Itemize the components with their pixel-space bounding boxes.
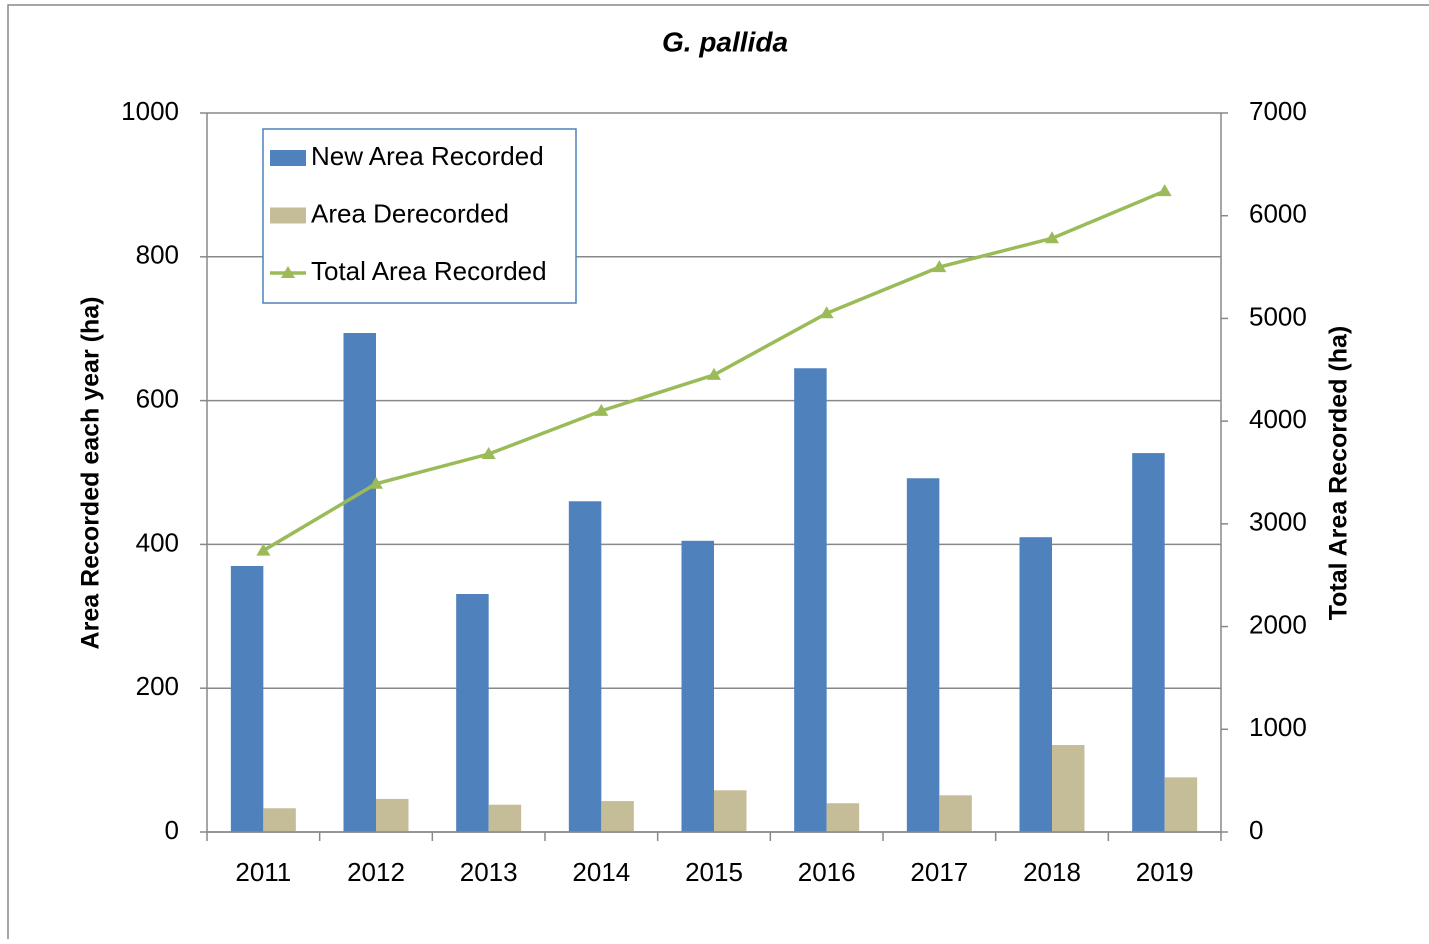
- legend-label: Total Area Recorded: [311, 256, 547, 286]
- marker: [369, 476, 383, 489]
- y2-tick-label: 5000: [1249, 301, 1307, 331]
- y-tick-label: 0: [165, 815, 179, 845]
- x-tick-label: 2019: [1136, 857, 1194, 887]
- y2-tick-label: 3000: [1249, 507, 1307, 537]
- chart-title: G. pallida: [662, 26, 788, 57]
- y-axis-title: Area Recorded each year (ha): [77, 297, 105, 650]
- bar: [376, 798, 409, 832]
- marker: [932, 260, 947, 273]
- x-tick-label: 2012: [347, 857, 405, 887]
- bar: [681, 540, 714, 832]
- frame: [7, 4, 1429, 944]
- bar: [230, 565, 264, 832]
- y-tick-label: 200: [136, 671, 179, 701]
- x-tick-label: 2017: [910, 857, 968, 887]
- y2-tick-label: 6000: [1249, 199, 1307, 229]
- y2-tick-label: 7000: [1249, 96, 1307, 126]
- bar: [939, 795, 972, 832]
- marker: [594, 403, 609, 416]
- bar: [1019, 537, 1052, 832]
- bar: [826, 803, 860, 832]
- legend-swatch: [281, 266, 295, 278]
- y-tick-label: 600: [136, 383, 179, 413]
- marker: [1045, 231, 1059, 244]
- bar: [714, 790, 747, 832]
- x-tick-label: 2014: [572, 857, 630, 887]
- x-tick-label: 2016: [798, 857, 856, 887]
- bar: [343, 333, 376, 832]
- legend-label: New Area Recorded: [311, 141, 544, 171]
- bar: [263, 808, 296, 832]
- bar: [601, 801, 634, 832]
- marker: [481, 447, 496, 460]
- legend-swatch: [270, 207, 306, 224]
- legend-swatch: [270, 150, 306, 166]
- bar: [906, 478, 940, 832]
- bar: [1132, 453, 1165, 832]
- y2-tick-label: 2000: [1249, 609, 1307, 639]
- marker: [1157, 184, 1172, 197]
- marker: [819, 306, 834, 319]
- y2-tick-label: 0: [1249, 815, 1263, 845]
- marker: [256, 543, 271, 556]
- x-tick-label: 2015: [685, 857, 743, 887]
- x-tick-label: 2018: [1023, 857, 1081, 887]
- y-tick-label: 400: [136, 527, 179, 557]
- bar: [1164, 777, 1198, 832]
- bar: [488, 804, 522, 832]
- bar: [1052, 745, 1085, 832]
- y2-tick-label: 4000: [1249, 404, 1307, 434]
- bar: [568, 501, 602, 832]
- marker: [707, 367, 721, 380]
- legend-box: [262, 128, 577, 304]
- y2-tick-label: 1000: [1249, 712, 1307, 742]
- bar: [456, 594, 489, 832]
- legend-label: Area Derecorded: [311, 198, 509, 228]
- x-tick-label: 2013: [460, 857, 518, 887]
- x-tick-label: 2011: [235, 857, 291, 887]
- y-tick-label: 1000: [121, 96, 179, 126]
- y-tick-label: 800: [136, 240, 179, 270]
- bar: [794, 368, 827, 832]
- y2-axis-title: Total Area Recorded (ha): [1325, 326, 1353, 621]
